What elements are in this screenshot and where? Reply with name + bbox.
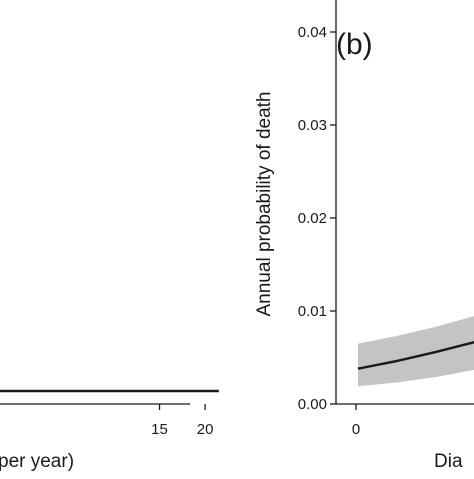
panel-a-x-ticks: 15 20: [151, 404, 213, 438]
panel-a-x-tick-label: 15: [151, 421, 168, 438]
panel-a: 15 20 per year): [0, 389, 219, 472]
panel-b-series: [357, 340, 474, 370]
panel-a-x-axis-title: per year): [0, 451, 74, 472]
panel-b-ci-ribbon: [358, 316, 474, 387]
panel-b-y-tick-label: 0.01: [298, 303, 327, 320]
panel-b-y-tick-label: 0.02: [298, 210, 327, 227]
panel-b-y-tick-label: 0.03: [298, 117, 327, 134]
panel-b-y-tick-label: 0.00: [298, 396, 327, 413]
panel-b-x-tick-label: 0: [352, 421, 360, 438]
panel-b-y-axis-title: Annual probability of death: [254, 92, 275, 317]
panel-b-ci-ribbon-group: [358, 316, 474, 387]
panel-b-y-tick-label: 0.04: [298, 24, 327, 41]
panel-b-y-ticks: 0.00 0.01 0.02 0.03 0.04: [298, 24, 336, 413]
panel-b-x-ticks: 0: [352, 404, 360, 438]
panel-b-series-line: [357, 340, 474, 370]
panel-b-label: (b): [336, 28, 373, 61]
panel-a-x-tick-label: 20: [197, 421, 214, 438]
panel-b-x-axis-title: Dia: [434, 451, 463, 472]
panel-b: 0.00 0.01 0.02 0.03 0.04 0 (b) Annual probab…: [254, 0, 474, 472]
